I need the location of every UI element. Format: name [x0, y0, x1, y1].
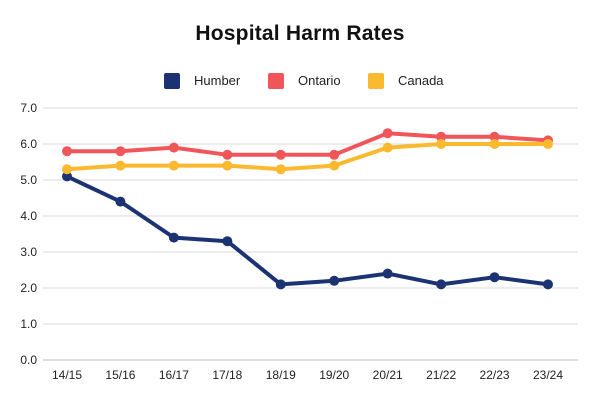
- data-point-ontario: [168, 142, 179, 153]
- data-point-ontario: [489, 131, 500, 142]
- data-point-ontario: [62, 146, 72, 157]
- data-point-canada: [115, 160, 126, 171]
- data-point-ontario: [436, 131, 447, 142]
- data-point-canada: [382, 142, 393, 153]
- legend-swatch-canada: [368, 73, 384, 89]
- data-point-canada: [62, 164, 72, 175]
- y-tick-label: 5.0: [20, 173, 37, 187]
- data-point-canada: [436, 139, 447, 149]
- data-point-humber: [382, 268, 393, 279]
- y-tick-label: 1.0: [20, 317, 37, 331]
- x-tick-label: 21/22: [426, 368, 456, 382]
- chart-title: Hospital Harm Rates: [195, 22, 405, 45]
- x-tick-label: 23/24: [533, 368, 563, 382]
- legend-swatch-ontario: [268, 73, 284, 89]
- data-point-ontario: [222, 149, 233, 160]
- data-point-canada: [489, 139, 500, 149]
- x-tick-label: 22/23: [480, 368, 510, 382]
- x-tick-label: 19/20: [319, 368, 349, 382]
- x-tick-label: 20/21: [373, 368, 403, 382]
- data-point-humber: [489, 272, 500, 283]
- legend-label-ontario: Ontario: [298, 73, 341, 88]
- series-humber: [62, 171, 553, 290]
- x-tick-label: 17/18: [212, 368, 242, 382]
- data-point-humber: [62, 171, 72, 182]
- y-tick-label: 7.0: [20, 101, 37, 115]
- series-line-canada: [65, 142, 550, 172]
- x-tick-label: 18/19: [266, 368, 296, 382]
- series-canada: [62, 139, 553, 175]
- x-axis-ticks: 14/15 15/16 16/17 17/18 18/19 19/20 20/21 21/22…: [52, 368, 563, 382]
- data-point-humber: [222, 236, 233, 247]
- grid-lines: [43, 107, 578, 361]
- y-tick-label: 0.0: [20, 353, 37, 367]
- y-axis-ticks: 0.0 1.0 2.0 3.0 4.0 5.0 6.0 7.0: [20, 101, 37, 367]
- data-point-humber: [329, 275, 340, 286]
- data-point-ontario: [382, 128, 393, 139]
- data-point-ontario: [275, 149, 286, 160]
- data-point-humber: [115, 196, 126, 207]
- data-point-canada: [329, 160, 340, 171]
- data-point-humber: [275, 279, 286, 290]
- data-point-ontario: [115, 146, 126, 157]
- y-tick-label: 6.0: [20, 137, 37, 151]
- data-point-canada: [543, 139, 553, 149]
- y-tick-label: 4.0: [20, 209, 37, 223]
- data-point-humber: [436, 279, 447, 290]
- data-point-humber: [543, 279, 553, 290]
- data-point-canada: [168, 160, 179, 171]
- data-point-humber: [168, 232, 179, 243]
- data-point-canada: [222, 160, 233, 171]
- legend-label-canada: Canada: [398, 73, 444, 88]
- series-line-humber: [65, 174, 550, 287]
- data-point-canada: [275, 164, 286, 175]
- y-tick-label: 2.0: [20, 281, 37, 295]
- x-tick-label: 15/16: [105, 368, 135, 382]
- legend-swatch-humber: [164, 73, 180, 89]
- legend-label-humber: Humber: [194, 73, 241, 88]
- x-tick-label: 14/15: [52, 368, 82, 382]
- data-point-ontario: [329, 149, 340, 160]
- y-tick-label: 3.0: [20, 245, 37, 259]
- legend: Humber Ontario Canada: [0, 71, 600, 91]
- x-tick-label: 16/17: [159, 368, 189, 382]
- series-line-ontario: [65, 131, 550, 157]
